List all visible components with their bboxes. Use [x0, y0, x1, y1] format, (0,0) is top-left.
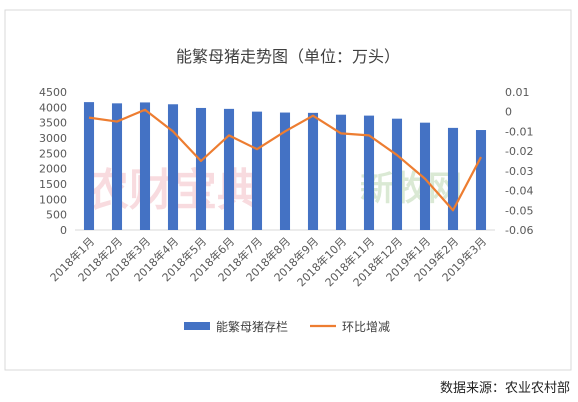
y-right-tick-label: -0.01: [505, 125, 533, 138]
bar: [195, 107, 207, 230]
y-left-tick-label: 1500: [39, 178, 67, 191]
y-left-tick-label: 3000: [39, 132, 67, 145]
bar: [223, 108, 235, 230]
bar: [447, 127, 459, 230]
bar: [167, 104, 179, 230]
y-right-tick-label: 0: [505, 106, 512, 119]
y-left-tick-label: 2500: [39, 147, 67, 160]
y-right-tick-label: -0.04: [505, 185, 533, 198]
bar: [279, 112, 291, 230]
y-left-tick-label: 4000: [39, 101, 67, 114]
legend-label-line: 环比增减: [342, 320, 390, 334]
bar: [475, 130, 487, 230]
legend-label-bars: 能繁母猪存栏: [216, 319, 288, 334]
y-right-tick-label: -0.03: [505, 165, 533, 178]
bar: [139, 102, 151, 230]
y-left-tick-label: 1000: [39, 193, 67, 206]
y-left-tick-label: 4500: [39, 86, 67, 99]
y-right-tick-label: 0.01: [505, 86, 530, 99]
legend: 能繁母猪存栏 环比增减: [184, 319, 390, 334]
y-right-tick-label: -0.05: [505, 204, 533, 217]
bar: [251, 111, 263, 230]
y-right-tick-label: -0.02: [505, 145, 533, 158]
y-left-tick-label: 0: [60, 224, 67, 237]
y-left-tick-label: 3500: [39, 117, 67, 130]
legend-swatch-bars: [184, 322, 210, 330]
y-right-tick-label: -0.06: [505, 224, 533, 237]
data-source-note: 数据来源：农业农村部: [439, 381, 570, 396]
bar: [391, 118, 403, 230]
y-left-tick-label: 2000: [39, 163, 67, 176]
bar: [111, 103, 123, 230]
bar: [307, 112, 319, 230]
y-left-tick-label: 500: [46, 209, 67, 222]
bar: [419, 122, 431, 230]
bar: [335, 114, 347, 230]
bar: [363, 115, 375, 230]
bar: [83, 102, 95, 230]
chart-title: 能繁母猪走势图（单位：万头）: [176, 47, 400, 66]
